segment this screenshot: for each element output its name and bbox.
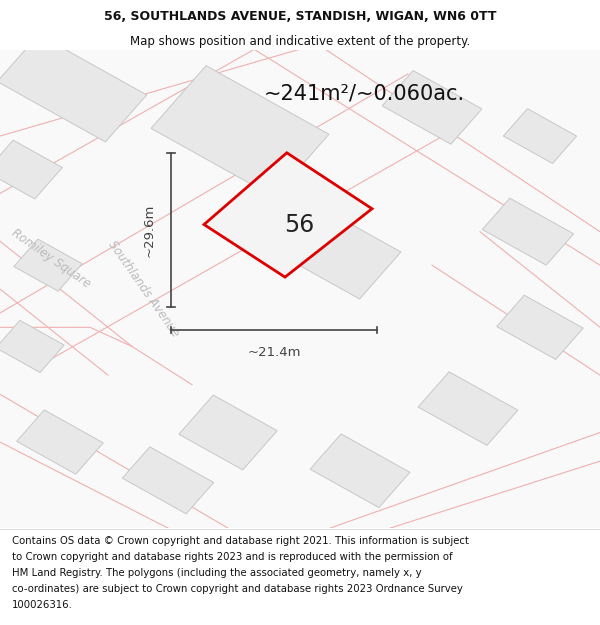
Text: ~241m²/~0.060ac.: ~241m²/~0.060ac. [264, 83, 465, 103]
Text: Contains OS data © Crown copyright and database right 2021. This information is : Contains OS data © Crown copyright and d… [12, 536, 469, 546]
Text: ~29.6m: ~29.6m [143, 203, 156, 257]
Polygon shape [14, 239, 82, 291]
Polygon shape [497, 295, 583, 359]
Text: Southlands Avenue: Southlands Avenue [106, 239, 182, 339]
Polygon shape [151, 66, 329, 197]
Text: 56, SOUTHLANDS AVENUE, STANDISH, WIGAN, WN6 0TT: 56, SOUTHLANDS AVENUE, STANDISH, WIGAN, … [104, 10, 496, 23]
Text: Romiley Square: Romiley Square [9, 226, 93, 290]
Polygon shape [0, 140, 62, 199]
Text: 56: 56 [284, 213, 314, 238]
Polygon shape [0, 321, 64, 372]
Polygon shape [0, 34, 147, 142]
Text: 100026316.: 100026316. [12, 600, 73, 610]
Polygon shape [310, 434, 410, 508]
Polygon shape [204, 152, 372, 277]
Polygon shape [271, 202, 401, 299]
Text: HM Land Registry. The polygons (including the associated geometry, namely x, y: HM Land Registry. The polygons (includin… [12, 568, 422, 578]
Text: to Crown copyright and database rights 2023 and is reproduced with the permissio: to Crown copyright and database rights 2… [12, 552, 452, 562]
Text: co-ordinates) are subject to Crown copyright and database rights 2023 Ordnance S: co-ordinates) are subject to Crown copyr… [12, 584, 463, 594]
Polygon shape [503, 109, 577, 164]
Polygon shape [122, 447, 214, 514]
Polygon shape [17, 410, 103, 474]
Polygon shape [179, 395, 277, 470]
Polygon shape [418, 372, 518, 446]
Polygon shape [382, 71, 482, 144]
Text: ~21.4m: ~21.4m [247, 346, 301, 359]
Polygon shape [482, 198, 574, 265]
Text: Map shows position and indicative extent of the property.: Map shows position and indicative extent… [130, 35, 470, 48]
